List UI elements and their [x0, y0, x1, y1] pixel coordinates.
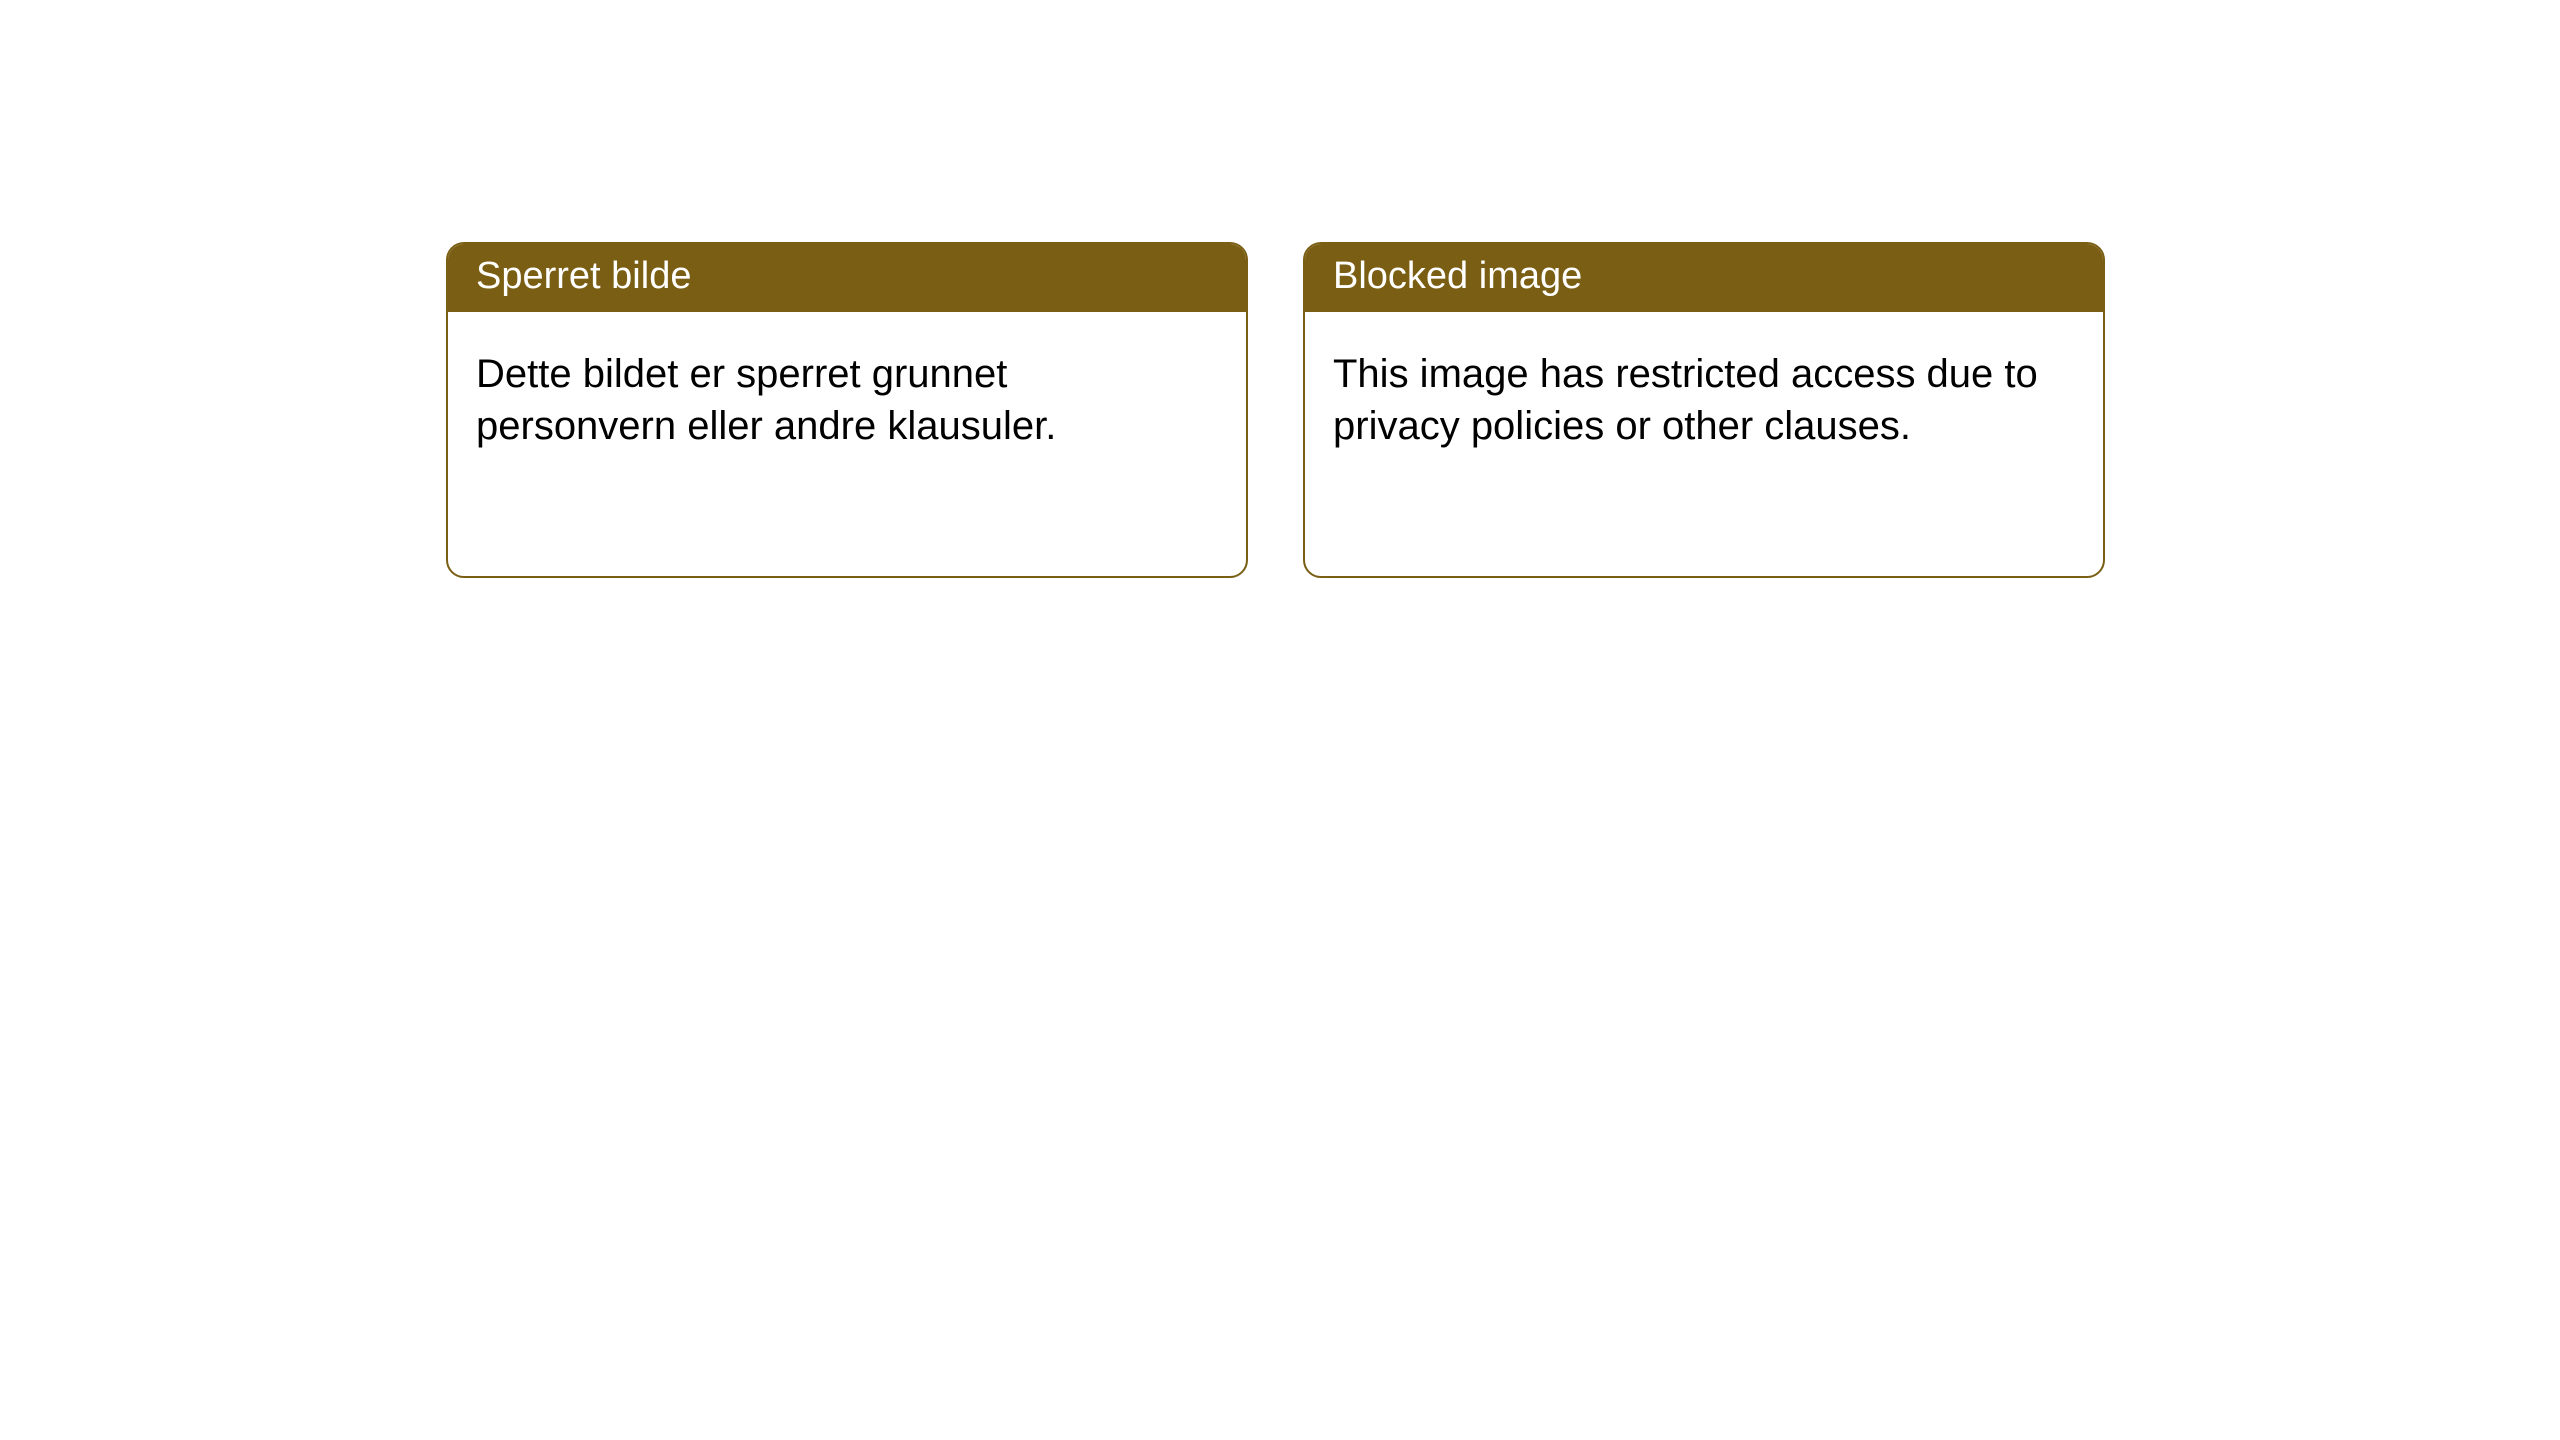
notice-body: Dette bildet er sperret grunnet personve…: [448, 312, 1246, 488]
notice-box-english: Blocked image This image has restricted …: [1303, 242, 2105, 578]
notice-body: This image has restricted access due to …: [1305, 312, 2103, 488]
notice-header: Blocked image: [1305, 244, 2103, 312]
notice-header: Sperret bilde: [448, 244, 1246, 312]
notice-container: Sperret bilde Dette bildet er sperret gr…: [0, 0, 2560, 578]
notice-box-norwegian: Sperret bilde Dette bildet er sperret gr…: [446, 242, 1248, 578]
